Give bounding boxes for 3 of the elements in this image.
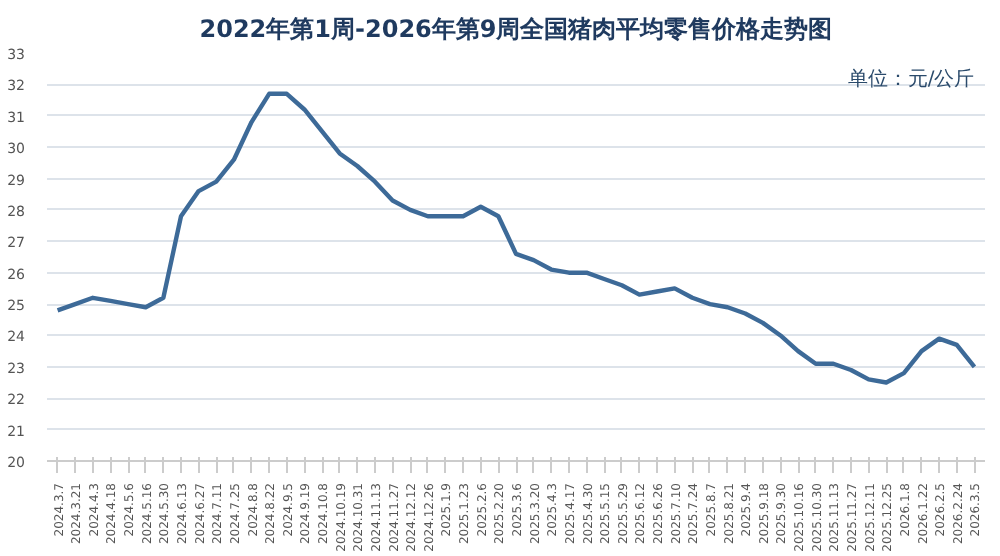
line-series <box>55 91 977 385</box>
chart-title: 2022年第1周-2026年第9周全国猪肉平均零售价格走势图 <box>199 15 833 43</box>
annotation: 单位：元/公斤 <box>847 66 975 91</box>
